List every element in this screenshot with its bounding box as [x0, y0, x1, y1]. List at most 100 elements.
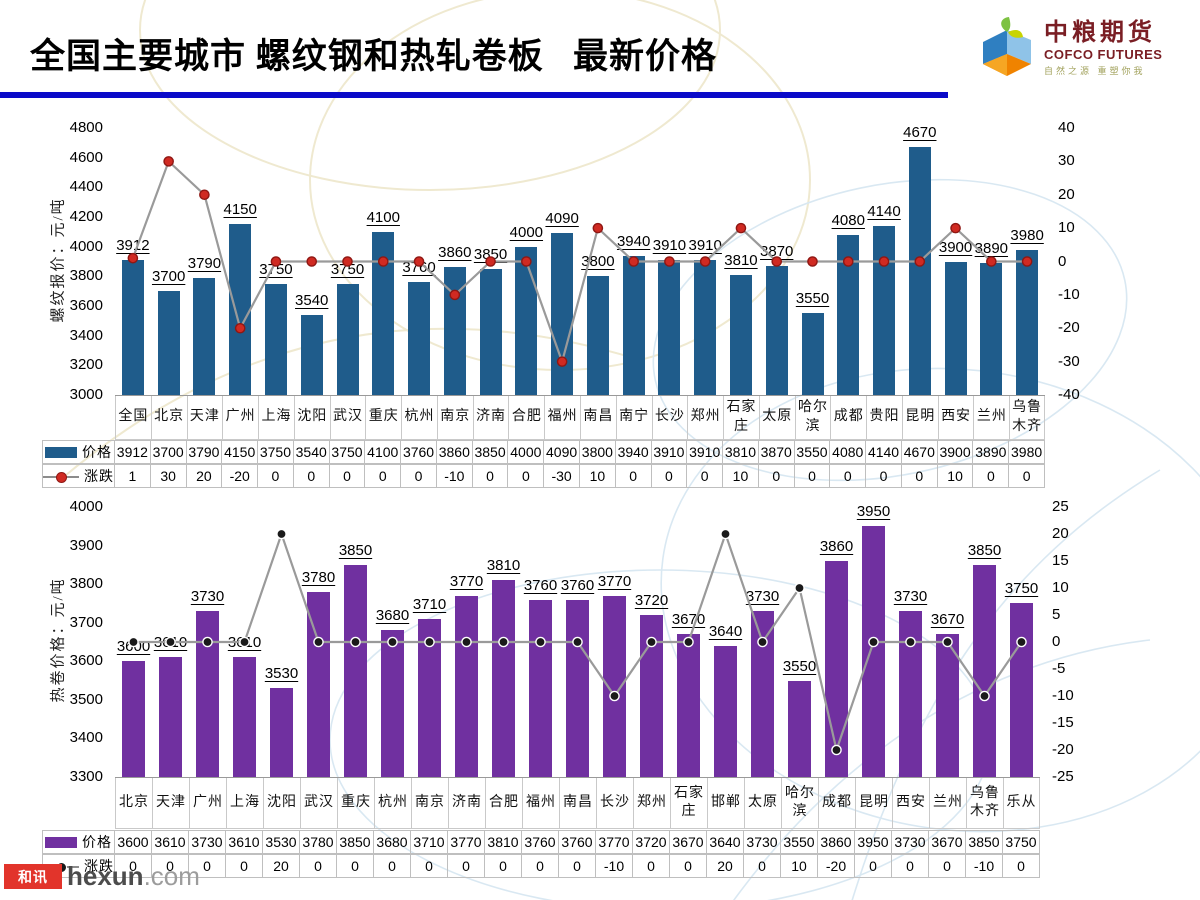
price-bar: [418, 618, 441, 777]
price-label: 3980: [1010, 226, 1044, 244]
price-label: 3810: [724, 251, 758, 269]
x-axis-category: 济南: [472, 396, 509, 440]
title-underline: [0, 92, 948, 98]
price-cell: 3810: [485, 830, 522, 854]
price-bar: [408, 282, 431, 395]
price-cell: 3850: [337, 830, 374, 854]
price-swatch-icon: [45, 446, 77, 458]
price-bar: [551, 233, 574, 395]
price-legend: 价格: [42, 440, 115, 464]
secondary-y-axis-tick: 0: [1058, 252, 1067, 270]
price-cell: 3980: [1009, 440, 1045, 464]
price-bar: [729, 274, 752, 395]
change-cell: 0: [794, 464, 831, 488]
price-label: 3710: [412, 595, 447, 613]
change-cell: 0: [1009, 464, 1045, 488]
price-label: 3670: [930, 611, 965, 629]
x-axis-category: 杭州: [374, 778, 411, 829]
change-cell: 0: [855, 854, 892, 878]
price-cell: 3860: [818, 830, 855, 854]
price-cell: 3530: [263, 830, 300, 854]
price-label: 3750: [330, 260, 365, 278]
secondary-y-axis-tick: 5: [1052, 606, 1061, 623]
change-cell: 0: [293, 464, 330, 488]
y-axis-tick: 4800: [69, 119, 103, 136]
price-bar: [515, 246, 538, 395]
change-dot: [270, 256, 282, 267]
price-label: 3760: [402, 259, 436, 277]
change-dot: [572, 636, 583, 648]
price-bar: [899, 611, 922, 777]
price-label: 3850: [473, 245, 508, 263]
y-axis-tick: 3800: [69, 267, 103, 285]
x-axis-category: 长沙: [651, 396, 688, 440]
price-label: 3550: [795, 290, 830, 308]
change-cell: 0: [744, 854, 781, 878]
secondary-y-axis-tick: 10: [1058, 219, 1075, 237]
price-cell: 3730: [892, 830, 929, 854]
x-axis-category: 兰州: [973, 396, 1010, 440]
y-axis-tick: 3200: [69, 356, 103, 374]
secondary-y-axis-tick: -25: [1052, 768, 1074, 785]
hexun-site-domain: .com: [143, 861, 200, 891]
change-dot: [424, 636, 435, 648]
price-bar: [801, 313, 824, 395]
secondary-y-axis-tick: -30: [1058, 352, 1080, 370]
price-cell: 3670: [929, 830, 966, 854]
change-cell: 0: [226, 854, 263, 878]
x-axis-category: 南京: [436, 396, 473, 440]
x-axis-category: 武汉: [329, 396, 366, 440]
price-cell: 3800: [580, 440, 616, 464]
change-dot: [757, 636, 768, 648]
change-dot: [592, 222, 604, 234]
price-cell: 3860: [436, 440, 473, 464]
price-bar: [640, 615, 663, 777]
price-bar: [837, 234, 860, 395]
secondary-y-axis-tick: 10: [1052, 579, 1069, 596]
x-axis-category: 乌鲁 木齐: [1009, 396, 1045, 440]
price-cell: 3610: [226, 830, 263, 854]
y-axis-tick: 3900: [69, 536, 103, 554]
price-bar: [1010, 603, 1033, 777]
price-cell: 3540: [293, 440, 330, 464]
x-axis-category: 南昌: [559, 778, 596, 829]
y-axis-tick: 3500: [69, 690, 103, 708]
x-axis-category: 邯郸: [707, 778, 744, 829]
change-cell: 0: [374, 854, 411, 878]
change-dot: [794, 582, 805, 594]
price-bar: [307, 591, 330, 777]
change-cell: 0: [472, 464, 509, 488]
price-bar: [196, 611, 219, 777]
change-cell: 0: [615, 464, 652, 488]
change-dot: [609, 690, 620, 702]
change-dot: [234, 322, 246, 334]
change-dot: [1016, 636, 1027, 648]
x-axis-category: 哈尔 滨: [781, 778, 818, 829]
price-cell: 3910: [651, 440, 688, 464]
price-cell: 3730: [189, 830, 226, 854]
price-label: 3540: [295, 291, 329, 309]
x-axis-category: 武汉: [300, 778, 337, 829]
change-cell: 0: [258, 464, 294, 488]
price-bar: [344, 564, 367, 777]
price-bar: [936, 634, 959, 777]
price-label: 3730: [190, 588, 225, 606]
change-cell: 0: [115, 854, 152, 878]
change-dot: [556, 356, 568, 367]
change-legend: 涨跌: [42, 464, 115, 488]
change-dot: [387, 636, 398, 648]
price-bar: [233, 657, 256, 777]
change-dot: [461, 636, 472, 648]
x-axis-category: 全国: [115, 396, 151, 440]
price-cell: 3900: [937, 440, 974, 464]
change-cell: 0: [866, 464, 902, 488]
price-label: 3700: [151, 268, 186, 286]
change-dot: [664, 256, 675, 267]
change-cell: 0: [485, 854, 522, 878]
change-cell: 0: [758, 464, 795, 488]
price-bar: [765, 265, 788, 395]
price-label: 3730: [893, 588, 928, 606]
change-dot: [868, 636, 879, 648]
change-cell: 10: [723, 464, 759, 488]
x-axis-category: 昆明: [901, 396, 938, 440]
